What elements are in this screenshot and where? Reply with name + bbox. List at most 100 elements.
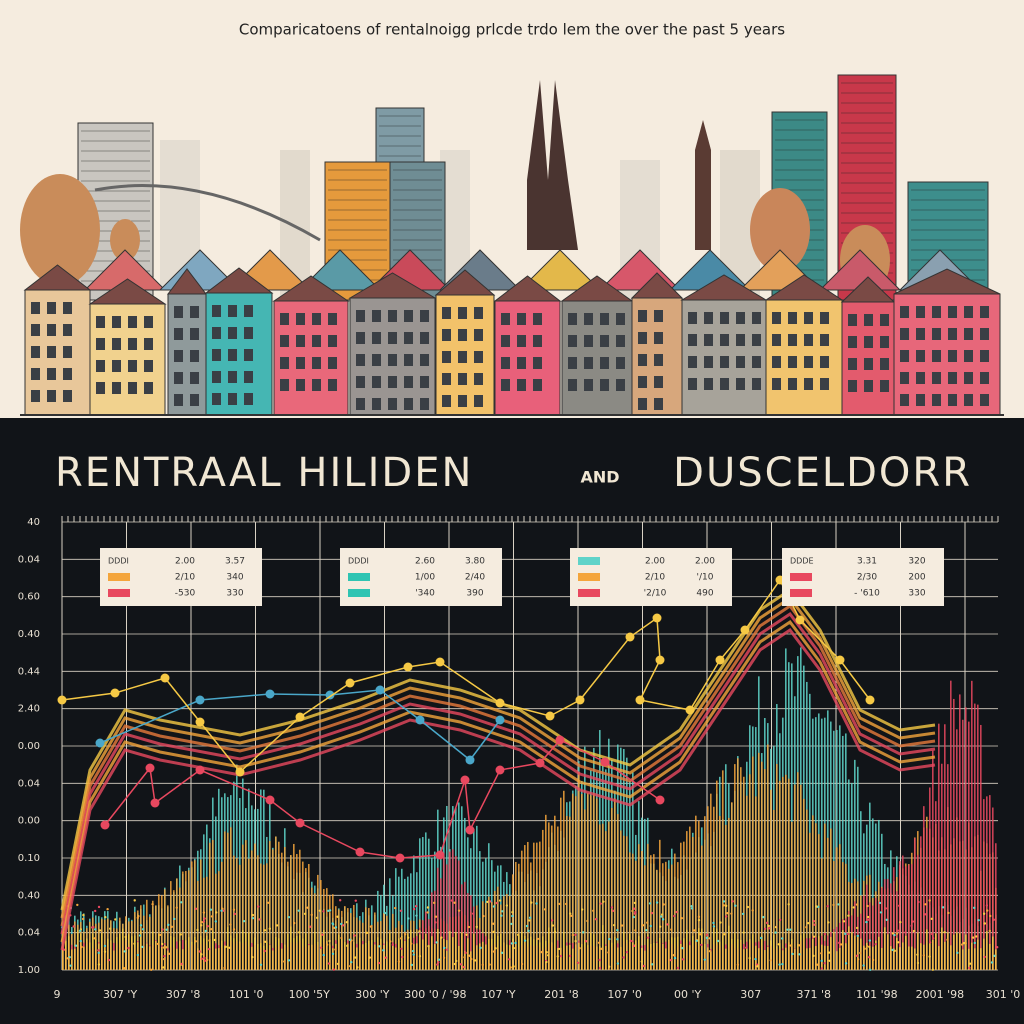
speckle [546,954,550,957]
spike [671,864,673,970]
window [63,302,72,314]
window [474,373,483,385]
speckle [633,907,636,910]
spike [770,940,772,970]
x-label: 300 '0 / '98 [404,988,466,1001]
speckle [426,911,429,914]
speckle [445,948,449,951]
spike [869,902,871,970]
spike [800,784,802,970]
spike [524,935,526,970]
y-label: 0.04 [18,554,40,565]
window [190,372,199,384]
spike [641,947,643,970]
window [788,378,797,390]
window [63,324,72,336]
speckle [550,919,554,922]
speckle [712,925,716,928]
spike [458,860,460,970]
speckle [151,902,154,906]
spike [683,841,685,970]
spike [512,938,514,970]
spike [863,895,865,970]
window [31,324,40,336]
spike [863,945,865,970]
spike [920,836,922,970]
spike [809,832,811,970]
spike [461,932,463,970]
window [128,338,137,350]
window [932,350,941,362]
speckle [310,913,313,917]
window [772,312,781,324]
spike [302,861,304,970]
dot [295,818,305,828]
spike [290,926,292,970]
window [63,346,72,358]
spike [785,947,787,970]
spike [890,946,892,970]
window [372,354,381,366]
spike [362,944,364,970]
spike [695,940,697,970]
window [980,372,989,384]
spike [434,890,436,970]
speckle [457,909,461,912]
spike [284,944,286,970]
window [880,380,889,392]
x-label: 301 '0 [986,988,1021,1001]
spike [395,868,397,970]
legends: DDDI 2.00 3.57 2/10 340 -530 330 DDDI 2.60 3.80 1/… [100,548,944,606]
spike [224,945,226,970]
spike [389,933,391,970]
speckle [611,909,615,913]
speckle [599,902,602,905]
window [228,349,237,361]
title-left: RENTRAAL HILIDEN [55,450,473,496]
y-label: 0.60 [18,592,40,603]
speckle [215,911,218,914]
spike [443,856,445,970]
speckle [625,950,629,954]
spike [152,931,154,970]
speckle [334,948,337,951]
speckle [492,950,496,953]
speckle [781,962,784,966]
speckle [437,958,441,961]
spike [977,939,979,970]
speckle [298,931,301,934]
speckle [104,915,107,919]
window [501,335,510,347]
spike [545,940,547,970]
speckle [321,933,324,936]
window [654,398,663,410]
window [788,312,797,324]
speckle [97,905,101,909]
spike [788,942,790,970]
speckle [331,952,335,956]
dot [575,695,585,705]
y-label: 0.44 [18,666,40,677]
spike [335,943,337,970]
dot [95,738,105,748]
spike [98,943,100,970]
window [880,314,889,326]
spike [704,816,706,970]
speckle [475,925,479,929]
dot [265,689,275,699]
speckle [736,963,740,966]
window [388,398,397,410]
spike [173,937,175,970]
y-label: 0.40 [18,629,40,640]
spike [449,851,451,970]
spike [794,784,796,970]
spike [272,849,274,970]
y-label: 0.00 [18,741,40,752]
speckle [705,936,709,940]
spike [878,901,880,970]
spike [431,892,433,970]
speckle [812,920,816,923]
speckle [103,950,107,953]
speckle [924,903,927,906]
spike [983,938,985,970]
